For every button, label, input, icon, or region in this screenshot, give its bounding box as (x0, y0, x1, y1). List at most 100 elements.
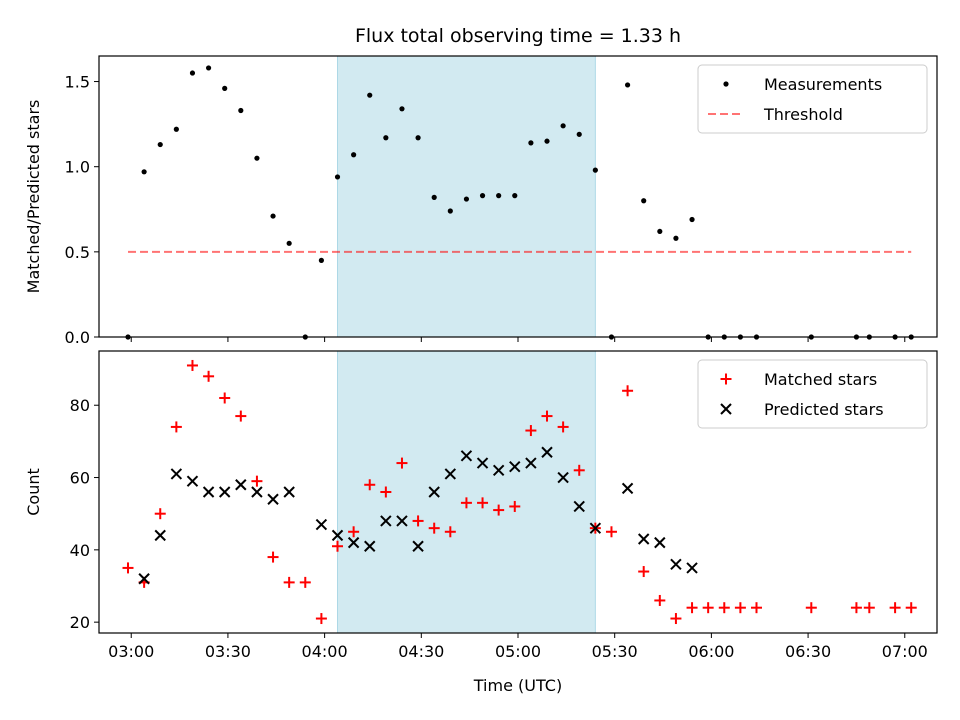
measurement-point (673, 235, 679, 241)
predicted-point (364, 540, 376, 552)
matched-point (154, 508, 166, 520)
predicted-point (637, 533, 650, 545)
y-tick-label: 1.5 (65, 73, 90, 92)
measurement-point (560, 123, 566, 129)
predicted-point (686, 562, 698, 574)
matched-point (299, 576, 311, 588)
legend-label: Predicted stars (764, 400, 884, 419)
measurement-point (689, 216, 695, 223)
chart-title: Flux total observing time = 1.33 h (355, 25, 681, 47)
x-tick-label: 06:30 (785, 642, 831, 661)
matched-point (638, 566, 650, 578)
legend-predicted-swatch (720, 403, 732, 415)
matched-point (267, 551, 279, 563)
y-tick-label: 0.5 (65, 243, 90, 262)
matched-point (509, 500, 521, 512)
matched-point (235, 410, 247, 422)
predicted-point (331, 529, 344, 542)
x-tick-label: 05:00 (495, 642, 541, 661)
measurement-point (286, 240, 292, 246)
legend-box (697, 359, 928, 429)
predicted-point (202, 486, 215, 498)
matched-point (605, 526, 617, 538)
measurement-point (238, 107, 244, 114)
y-tick-label: 40 (70, 541, 90, 560)
matched-point (525, 425, 537, 437)
matched-point (493, 504, 505, 516)
measurement-point (544, 138, 550, 144)
matched-point (428, 522, 440, 534)
predicted-point (138, 573, 150, 585)
series-group (125, 65, 914, 340)
bottom-panel: 20 40 60 80 03:00 03:30 04:00 04:30 05:00 05:30 06… (24, 350, 938, 695)
predicted-point (589, 522, 602, 534)
measurement-point (205, 65, 212, 71)
measurement-point (334, 174, 341, 180)
y-tick-label: 20 (70, 613, 90, 632)
matched-point (477, 497, 489, 509)
y-axis-label: Count (24, 468, 43, 516)
predicted-point (492, 464, 505, 477)
matched-point (219, 392, 231, 404)
measurement-point (270, 213, 276, 219)
matched-point (702, 602, 714, 614)
legend: Matched stars Predicted stars (697, 359, 928, 429)
predicted-point (557, 471, 569, 484)
measurement-point (189, 70, 196, 76)
matched-point (573, 464, 585, 476)
measurement-point (592, 167, 598, 173)
measurement-point (254, 155, 260, 161)
x-tick-label: 03:30 (205, 642, 251, 661)
y-axis-label: Matched/Predicted stars (24, 100, 43, 294)
matched-point (805, 602, 817, 614)
measurement-point (447, 208, 453, 214)
predicted-point (541, 446, 553, 458)
measurement-point (173, 126, 179, 132)
legend-label: Measurements (764, 75, 882, 94)
predicted-point (396, 515, 408, 527)
predicted-point (380, 515, 392, 527)
x-tick-label: 07:00 (882, 642, 928, 661)
matched-point (863, 602, 875, 614)
matched-point (734, 602, 746, 614)
predicted-point (654, 536, 666, 549)
x-tick-label: 03:00 (108, 642, 154, 661)
matched-point (889, 602, 901, 614)
predicted-point (251, 486, 263, 498)
predicted-point (235, 479, 247, 491)
matched-point (396, 457, 408, 469)
matched-point (380, 486, 392, 498)
x-tick-label: 04:30 (398, 642, 444, 661)
predicted-point (267, 493, 279, 505)
matched-point (850, 602, 862, 614)
predicted-point (460, 450, 473, 462)
legend-matched-swatch (720, 373, 732, 385)
x-tick-label: 06:00 (688, 642, 734, 661)
y-tick-label: 60 (70, 469, 90, 488)
predicted-point (412, 540, 424, 552)
predicted-point (509, 460, 521, 473)
x-tick-label: 05:30 (592, 642, 638, 661)
matched-point (622, 385, 634, 397)
predicted-point (573, 500, 585, 513)
predicted-point (428, 486, 440, 498)
y-tick-label: 0.0 (65, 328, 90, 347)
matched-point (251, 475, 263, 487)
matched-point (364, 479, 376, 491)
predicted-point (315, 518, 328, 531)
predicted-point (670, 558, 682, 571)
predicted-point (283, 486, 295, 498)
x-axis-label: Time (UTC) (473, 676, 562, 695)
predicted-point (525, 457, 537, 469)
series-group (122, 359, 917, 625)
matched-point (718, 602, 730, 614)
legend-measurement-swatch (723, 81, 729, 87)
matched-point (122, 562, 134, 574)
matched-point (557, 421, 569, 433)
measurement-point (479, 193, 486, 199)
predicted-point (621, 482, 634, 495)
measurement-point (157, 141, 163, 148)
matched-point (283, 576, 295, 588)
matched-point (186, 359, 198, 371)
matched-point (460, 497, 472, 509)
